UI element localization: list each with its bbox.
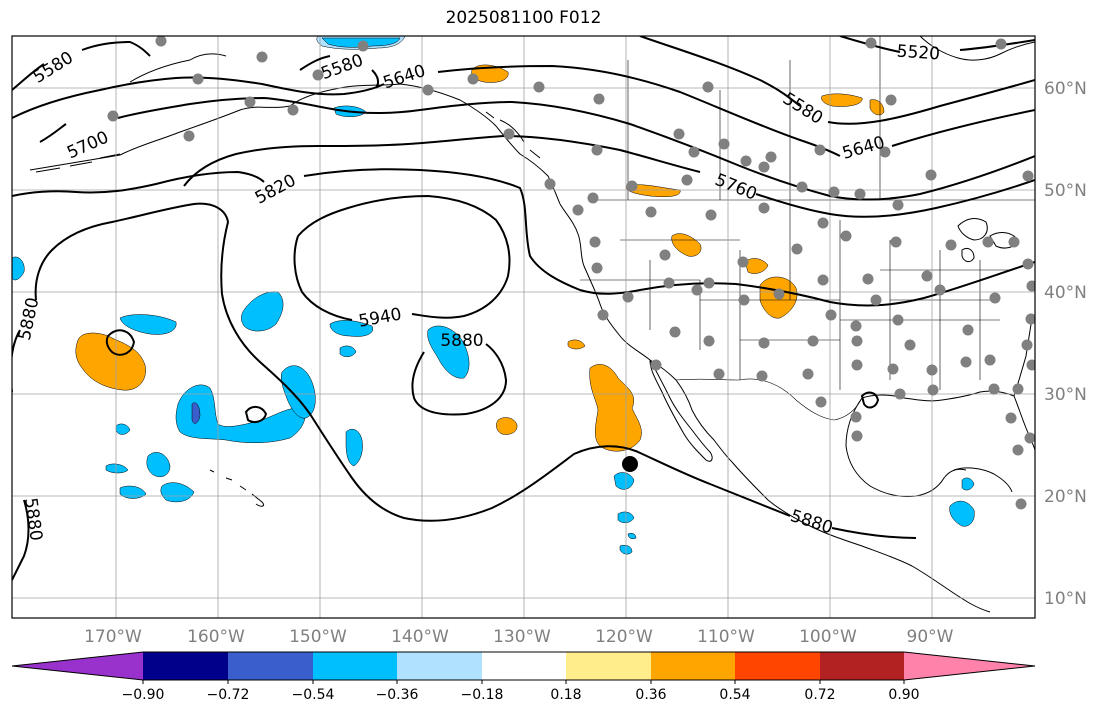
- lon-label-120w: 120°W: [595, 627, 653, 647]
- lon-label-100w: 100°W: [799, 627, 857, 647]
- contour-5880-hawaii: [105, 329, 136, 356]
- lon-label-170w: 170°W: [84, 627, 142, 647]
- colorbar-segment-firebrick: [820, 652, 904, 680]
- lon-label-90w: 90°W: [907, 627, 954, 647]
- colorbar-segment-purple: [12, 652, 143, 680]
- negative-area-baja-s4: [627, 532, 637, 540]
- station-markers: [107, 36, 1035, 510]
- lon-label-130w: 130°W: [493, 627, 551, 647]
- map-background: [12, 36, 1035, 618]
- tropical-system-marker: [622, 456, 638, 472]
- negative-area-hawaii-e: [280, 365, 316, 419]
- negative-area-dateline: [12, 256, 25, 281]
- map-title: 2025081100 F012: [445, 8, 602, 28]
- colorbar-tick-4: −0.36: [376, 687, 419, 703]
- contour-5880-tex: [860, 391, 880, 409]
- colorbar-tick-5: −0.18: [461, 687, 504, 703]
- contour-5760: [183, 134, 1035, 218]
- lon-label-140w: 140°W: [391, 627, 449, 647]
- negative-area-w1: [241, 291, 284, 332]
- negative-area-caribbean: [949, 500, 975, 527]
- colorbar-segment-orangered: [735, 652, 820, 680]
- negative-area-center: [427, 325, 470, 379]
- colorbar-tick-2: −0.72: [207, 687, 250, 703]
- positive-area-sw: [567, 339, 586, 350]
- contour-5640: [12, 64, 1035, 157]
- negative-area-w3: [339, 345, 357, 357]
- contour-5580-nw: [12, 40, 151, 91]
- negative-area-hawaii-w: [115, 423, 131, 435]
- colorbar-segment-lightsky: [397, 652, 482, 680]
- colorbar: −0.90 −0.72 −0.54 −0.36 −0.18 0.18 0.36 …: [11, 651, 1036, 703]
- contour-5880-w: [12, 499, 30, 581]
- positive-area-pacific: [75, 332, 146, 391]
- lat-label-50: 50°N: [1044, 181, 1087, 201]
- colorbar-tick-3: −0.54: [292, 687, 335, 703]
- positive-area-oregon: [625, 184, 681, 197]
- colorbar-tick-1: −0.90: [122, 687, 165, 703]
- positive-area-baja: [589, 364, 642, 452]
- contour-5940: [293, 194, 511, 321]
- positive-area-canada: [821, 93, 863, 107]
- negative-area-hawaii-s1: [146, 452, 171, 477]
- negative-area-w2: [329, 320, 374, 337]
- negative-area-sub1: [345, 429, 363, 467]
- negative-area-baja-s1: [613, 472, 635, 490]
- negative-area-hawaii-s4: [105, 463, 129, 474]
- latitude-labels: 60°N 50°N 40°N 30°N 20°N 10°N: [1044, 79, 1087, 609]
- map-border: [11, 35, 1036, 619]
- lon-label-150w: 150°W: [289, 627, 347, 647]
- contour-5700: [39, 96, 1035, 201]
- lon-label-160w: 160°W: [187, 627, 245, 647]
- positive-area-idaho: [671, 233, 702, 257]
- positive-area-offshore: [496, 417, 518, 435]
- negative-area-hawaii-n: [119, 314, 177, 335]
- positive-area-canada2: [869, 99, 885, 116]
- contour-5880-small2: [244, 406, 268, 423]
- positive-area-utah: [744, 258, 769, 274]
- colorbar-segment-white: [482, 652, 566, 680]
- colorbar-segment-deepsky: [313, 652, 397, 680]
- colorbar-tick-10: 0.90: [888, 687, 919, 703]
- contour-5880-center: [411, 343, 508, 416]
- colorbar-tick-8: 0.54: [719, 687, 750, 703]
- colorbar-segment-pink: [904, 652, 1035, 680]
- lat-label-20: 20°N: [1044, 487, 1087, 507]
- lat-label-60: 60°N: [1044, 79, 1087, 99]
- colorbar-segment-lightyellow: [566, 652, 651, 680]
- negative-core-hawaii: [191, 402, 201, 424]
- colorbar-tick-9: 0.72: [804, 687, 835, 703]
- negative-area-hawaii-s2: [119, 485, 147, 499]
- lat-label-40: 40°N: [1044, 283, 1087, 303]
- colorbar-segment-royal: [228, 652, 313, 680]
- contour-5820: [12, 168, 1035, 307]
- lon-label-110w: 110°W: [697, 627, 755, 647]
- colorbar-tick-6: 0.18: [550, 687, 581, 703]
- contour-label-5880-center: 5880: [440, 331, 483, 351]
- colorbar-segment-navy: [143, 652, 228, 680]
- contour-5580-ne: [639, 36, 1035, 125]
- lat-label-10: 10°N: [1044, 589, 1087, 609]
- coastlines: [29, 36, 1035, 613]
- longitude-labels: 170°W 160°W 150°W 140°W 130°W 120°W 110°…: [84, 627, 954, 647]
- contour-label-5520: 5520: [896, 42, 941, 65]
- lat-label-30: 30°N: [1044, 385, 1087, 405]
- negative-area-caribbean2: [961, 477, 975, 491]
- negative-area-hawaii-s3: [160, 482, 195, 503]
- colorbar-tick-7: 0.36: [635, 687, 666, 703]
- colorbar-segment-orange: [651, 652, 735, 680]
